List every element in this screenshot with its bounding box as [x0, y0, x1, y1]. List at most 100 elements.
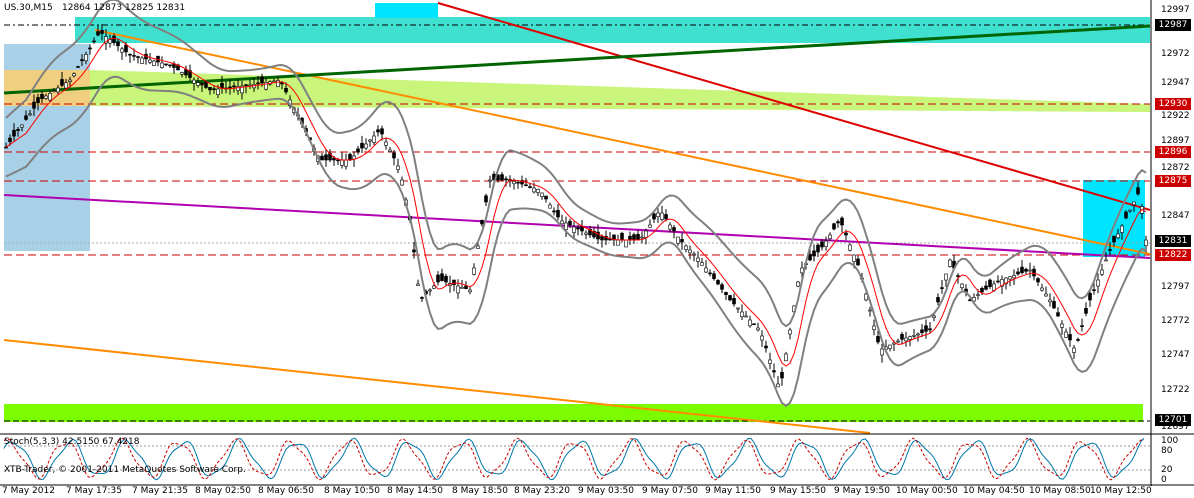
- stoch-tick: 20: [1161, 465, 1173, 475]
- candle-body: [1056, 312, 1060, 317]
- candle-body: [412, 249, 416, 253]
- candle-body: [628, 235, 632, 241]
- chart-symbol: US.30,M15: [4, 3, 53, 13]
- time-tick: 9 May 07:50: [642, 486, 698, 496]
- candle-body: [556, 209, 560, 218]
- candle-body: [568, 220, 572, 226]
- candle-body: [136, 56, 140, 58]
- candle-body: [76, 66, 80, 68]
- candle-body: [464, 285, 468, 289]
- candle-body: [596, 231, 600, 240]
- candle-body: [336, 159, 340, 162]
- candle-body: [204, 81, 208, 88]
- lime-zone: [4, 404, 1143, 422]
- candle-body: [1080, 325, 1084, 327]
- price-box-12701: 12701: [1155, 414, 1191, 426]
- candle-body: [832, 223, 836, 230]
- candle-body: [444, 275, 448, 283]
- candle-body: [552, 210, 556, 213]
- candle-body: [928, 328, 932, 331]
- copyright-text: XTB-Trader, © 2001-2011 MetaQuotes Softw…: [4, 465, 246, 475]
- price-tick: 12972: [1161, 49, 1190, 59]
- candle-body: [796, 281, 800, 287]
- candle-body: [152, 60, 156, 66]
- price-box-12822: 12822: [1155, 249, 1191, 261]
- candle-body: [344, 159, 348, 167]
- orange-trendline-lower[interactable]: [3, 339, 871, 434]
- candle-body: [572, 226, 576, 233]
- candle-body: [684, 245, 688, 250]
- candle-body: [72, 73, 76, 77]
- candle-body: [1040, 287, 1044, 291]
- stoch-tick: 80: [1161, 446, 1173, 456]
- candle-body: [716, 280, 720, 285]
- candle-body: [516, 181, 520, 184]
- candle-body: [1032, 268, 1036, 277]
- candle-body: [560, 220, 564, 225]
- candle-body: [576, 227, 580, 230]
- cyan-top-zone: [375, 3, 438, 18]
- price-box-12896: 12896: [1155, 146, 1191, 158]
- candle-body: [900, 333, 904, 340]
- candle-body: [228, 86, 232, 89]
- price-tick: 12947: [1161, 78, 1190, 88]
- candle-body: [1076, 339, 1080, 341]
- candle-body: [644, 230, 648, 238]
- candle-body: [356, 148, 360, 153]
- candle-body: [1052, 301, 1056, 309]
- candle-body: [984, 285, 988, 290]
- candle-body: [536, 189, 540, 193]
- candle-body: [1068, 334, 1072, 341]
- candle-body: [652, 213, 656, 220]
- price-tick: 12847: [1161, 211, 1190, 221]
- candle-body: [400, 179, 404, 186]
- candle-body: [1116, 233, 1120, 239]
- candle-body: [676, 236, 680, 244]
- candle-body: [836, 221, 840, 224]
- candle-body: [1028, 269, 1032, 272]
- candle-body: [1004, 277, 1008, 285]
- candle-body: [140, 57, 144, 64]
- price-box-12930: 12930: [1155, 98, 1191, 110]
- candle-body: [88, 47, 92, 50]
- candle-body: [112, 35, 116, 44]
- candle-body: [548, 204, 552, 209]
- candle-body: [324, 154, 328, 161]
- candle-body: [616, 239, 620, 246]
- time-tick: 10 May 04:50: [963, 486, 1025, 496]
- candle-body: [272, 80, 276, 83]
- candle-body: [868, 309, 872, 312]
- candle-body: [688, 249, 692, 254]
- time-tick: 9 May 03:50: [578, 486, 634, 496]
- candle-body: [1024, 268, 1028, 272]
- candle-body: [360, 142, 364, 149]
- candle-body: [104, 36, 108, 44]
- time-tick: 7 May 2012: [2, 486, 55, 496]
- candle-body: [512, 181, 516, 185]
- candle-body: [976, 294, 980, 296]
- red-trendline[interactable]: [437, 2, 1151, 211]
- time-tick: 8 May 02:50: [195, 486, 251, 496]
- candle-body: [1036, 278, 1040, 283]
- magenta-trendline[interactable]: [3, 194, 1151, 259]
- candle-body: [636, 233, 640, 241]
- candle-body: [820, 241, 824, 248]
- candle-body: [1060, 323, 1064, 328]
- candle-body: [16, 129, 20, 131]
- candle-body: [620, 232, 624, 241]
- candle-body: [1132, 201, 1136, 206]
- candle-body: [1124, 211, 1128, 219]
- candle-body: [60, 79, 64, 86]
- stochastic-lines: [3, 437, 1145, 481]
- candle-body: [648, 224, 652, 228]
- candle-body: [260, 76, 264, 84]
- candle-body: [1044, 293, 1048, 297]
- candle-body: [828, 234, 832, 239]
- candle-body: [92, 40, 96, 43]
- candle-body: [1072, 347, 1076, 353]
- orange-trendline-upper[interactable]: [94, 29, 1151, 255]
- price-box-12875: 12875: [1155, 175, 1191, 187]
- price-tick: 12722: [1161, 385, 1190, 395]
